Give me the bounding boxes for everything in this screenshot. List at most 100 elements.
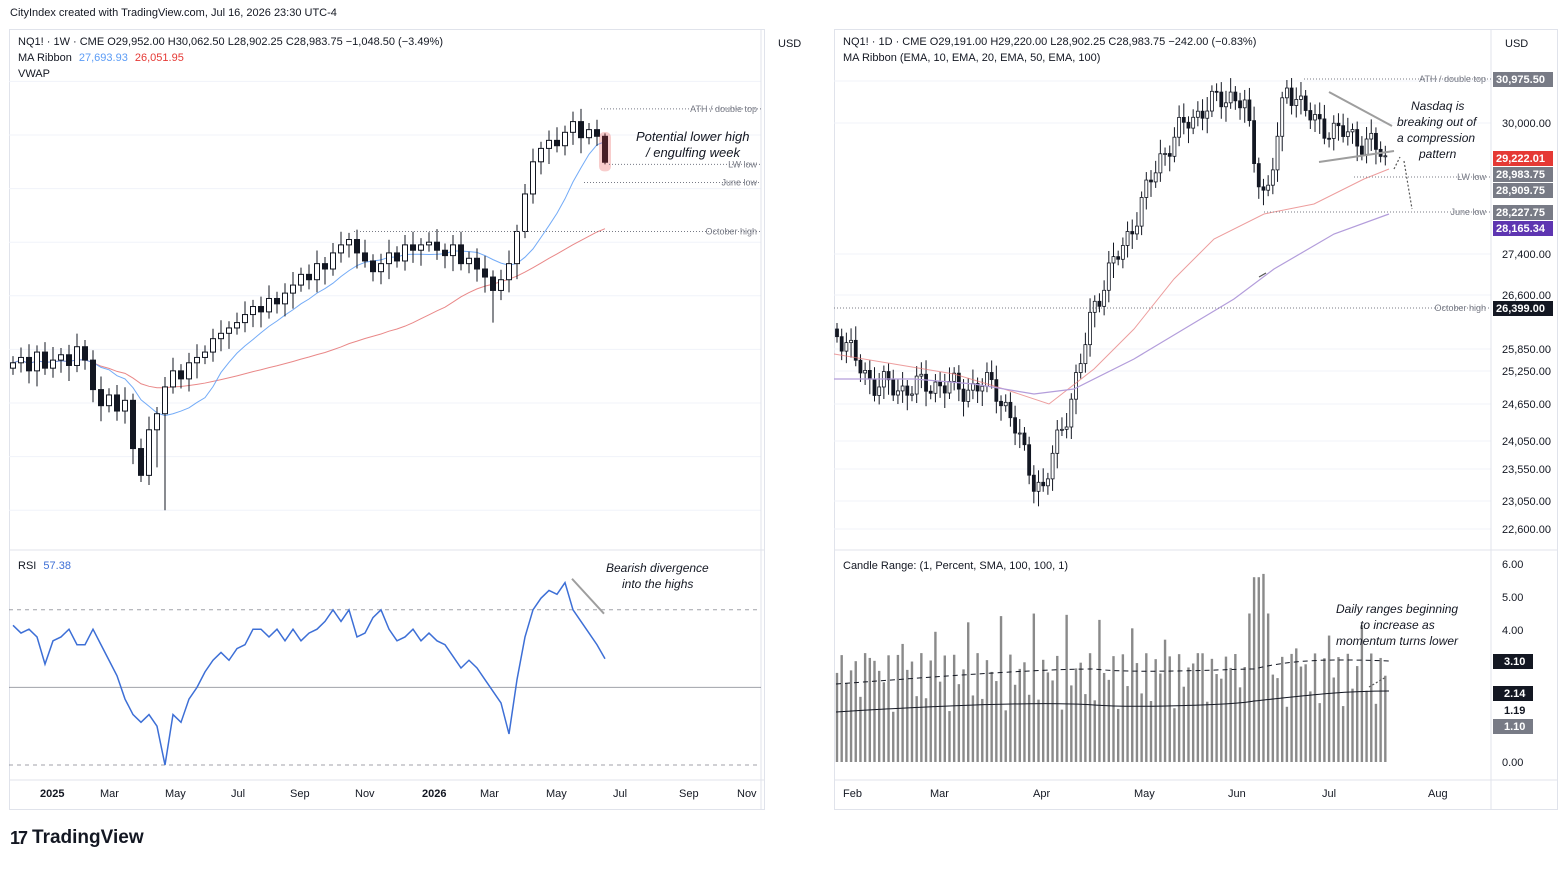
cr-bar — [1131, 628, 1134, 762]
weekly-candle-body — [466, 257, 472, 265]
daily-candle-body — [1195, 110, 1200, 118]
daily-candle-body — [853, 339, 858, 361]
weekly-candle-body — [330, 252, 336, 270]
cr-value-tag-text: 1.19 — [1504, 705, 1525, 717]
weekly-ma-legend: MA Ribbon 27,693.93 26,051.95 — [18, 52, 184, 64]
weekly-candle-body — [138, 448, 144, 476]
daily-candle-body — [1181, 117, 1186, 123]
cr-bar — [1351, 688, 1354, 762]
cr-bar — [1187, 667, 1190, 762]
cr-bar — [952, 654, 956, 762]
cr-annotation-line3: momentum turns lower — [1336, 634, 1459, 648]
cr-value-tag-text: 1.10 — [1504, 721, 1525, 733]
cr-bar — [1173, 708, 1176, 762]
daily-candle-body — [980, 385, 985, 392]
daily-price-tag — [1493, 205, 1553, 220]
weekly-candle-body — [26, 356, 32, 372]
daily-x-tick: Feb — [843, 788, 862, 800]
weekly-candle-body — [538, 147, 544, 163]
daily-candle-body — [1200, 110, 1205, 119]
weekly-candle-body — [146, 429, 152, 476]
cr-bar — [1159, 673, 1162, 762]
cr-annotation-line1: Daily ranges beginning — [1336, 602, 1459, 616]
weekly-candle-body — [170, 370, 176, 388]
weekly-candle-body — [194, 356, 200, 364]
daily-candle-body — [1327, 137, 1331, 140]
cr-bar — [967, 622, 970, 762]
cr-bar — [1341, 706, 1345, 762]
daily-candle-body — [1130, 231, 1135, 235]
weekly-candle-body — [154, 413, 160, 431]
left-currency-button[interactable]: USD — [778, 38, 802, 50]
daily-candle-body — [1322, 118, 1327, 139]
daily-y-tick: 23,050.00 — [1502, 496, 1551, 508]
daily-chart-svg[interactable]: 32,000.0030,000.0027,400.0026,600.0025,8… — [834, 29, 1558, 810]
weekly-level-label: October high — [705, 227, 757, 237]
weekly-candle-body — [98, 389, 104, 407]
cr-bar — [1384, 675, 1387, 762]
rsi-label: RSI — [18, 560, 37, 572]
daily-candle-body — [1013, 417, 1017, 434]
daily-candle-body — [956, 372, 961, 390]
cr-bar — [924, 698, 928, 762]
cr-bar — [1135, 663, 1139, 762]
daily-candle-body — [1256, 163, 1261, 188]
daily-x-tick: Mar — [930, 788, 949, 800]
compression-upper-line — [1328, 91, 1393, 127]
daily-price-tag-text: 30,975.50 — [1496, 74, 1545, 86]
tradingview-brand-text: TradingView — [32, 827, 144, 848]
tradingview-logo[interactable]: 17 TradingView — [10, 827, 144, 849]
weekly-candle-body — [306, 273, 312, 281]
weekly-candle-body — [434, 241, 440, 251]
daily-candle-body — [1224, 102, 1228, 108]
breakout-arrow-up — [1393, 156, 1401, 170]
cr-bar — [1337, 657, 1340, 762]
cr-bar — [1056, 655, 1059, 762]
weekly-x-tick: 2026 — [422, 788, 446, 800]
cr-bar — [1299, 666, 1303, 762]
daily-candle-body — [1102, 289, 1107, 307]
cr-bar — [849, 670, 853, 762]
daily-candle-body — [975, 383, 980, 392]
weekly-x-tick: May — [546, 788, 567, 800]
daily-candle-body — [1022, 432, 1027, 446]
cr-bar — [1013, 684, 1017, 762]
cr-bar — [915, 696, 918, 762]
cr-bar — [1360, 625, 1364, 762]
daily-candle-body — [896, 390, 900, 396]
daily-price-tag — [1493, 221, 1553, 236]
daily-candle-body — [989, 372, 994, 381]
cr-bar — [1220, 678, 1223, 762]
cr-bar — [981, 698, 984, 762]
rsi-annotation-line2: into the highs — [622, 577, 694, 591]
ma-slow-value: 26,051.95 — [134, 52, 184, 64]
weekly-candle-body — [90, 359, 96, 391]
weekly-candle-body — [338, 244, 344, 254]
weekly-candle-body — [250, 306, 256, 316]
cr-bar — [1163, 639, 1167, 762]
weekly-x-tick: Jul — [613, 788, 627, 800]
daily-candle-body — [1336, 122, 1341, 127]
cr-bar — [1374, 703, 1378, 762]
right-currency-button[interactable]: USD — [1505, 38, 1529, 50]
weekly-candle-body — [594, 129, 600, 137]
cr-bar — [943, 655, 946, 762]
weekly-candle-body — [322, 263, 328, 270]
weekly-candle-body — [554, 139, 560, 147]
weekly-candle-body — [82, 346, 88, 361]
daily-candle-body — [952, 372, 957, 382]
cr-bar — [1126, 686, 1129, 762]
weekly-candle-body — [10, 362, 16, 369]
cr-bar — [1079, 662, 1082, 762]
cr-bar — [957, 684, 961, 762]
weekly-candle-body — [106, 394, 112, 407]
weekly-x-tick: May — [165, 788, 186, 800]
cr-bar — [1112, 656, 1115, 762]
header-credit: CityIndex created with TradingView.com, … — [10, 7, 337, 19]
daily-price-tag — [1493, 183, 1553, 198]
cr-bar — [1266, 613, 1270, 762]
daily-y-tick: 27,400.00 — [1502, 249, 1551, 261]
daily-candle-body — [1172, 136, 1177, 157]
weekly-chart-svg[interactable]: 32,000.0030,000.0028,000.0026,000.0024,0… — [9, 29, 765, 810]
cr-bar — [840, 655, 843, 762]
